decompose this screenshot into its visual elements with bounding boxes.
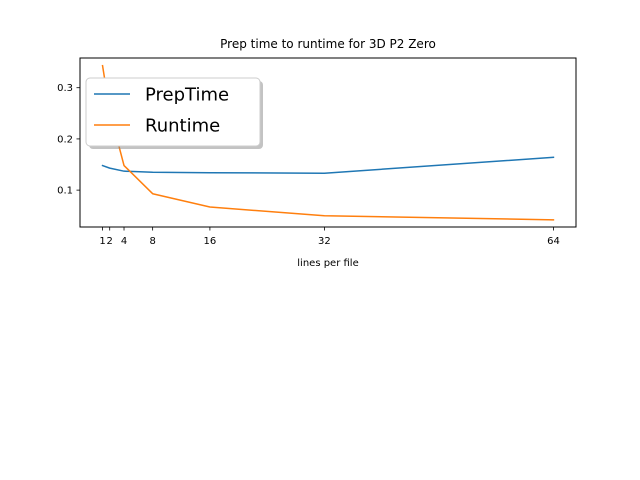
axes-frame	[79, 57, 577, 228]
x-tick-label: 4	[121, 236, 127, 247]
chart-title: Prep time to runtime for 3D P2 Zero	[220, 37, 436, 51]
x-tick-label: 64	[547, 236, 560, 247]
x-tick-label: 16	[204, 236, 217, 247]
y-tick-label: 0.2	[57, 134, 73, 145]
series-line-preptime	[101, 156, 555, 174]
legend: PrepTime Runtime	[85, 77, 263, 149]
legend-label-preptime: PrepTime	[145, 85, 229, 106]
y-tick-label: 0.1	[57, 186, 73, 197]
x-tick-label: 32	[318, 236, 331, 247]
y-tick-label: 0.3	[57, 83, 73, 94]
legend-box	[85, 77, 261, 147]
x-tick-label: 1	[99, 236, 105, 247]
legend-label-runtime: Runtime	[145, 116, 220, 137]
x-axis-label: lines per file	[297, 258, 358, 269]
axis-ticks: 1 2 4 8 16 32 64 0.1 0.2 0.3	[57, 83, 560, 247]
x-tick-label: 8	[149, 236, 155, 247]
x-tick-label: 2	[107, 236, 113, 247]
